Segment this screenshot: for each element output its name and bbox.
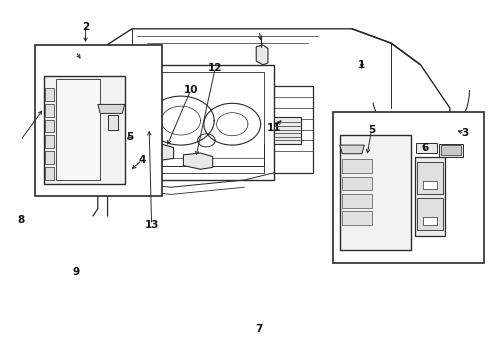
Bar [416,162,442,194]
Bar [107,115,118,130]
Bar [273,117,300,144]
Bar [415,143,436,153]
Bar [342,194,371,208]
Polygon shape [44,79,83,169]
Bar [45,135,54,148]
Bar [342,211,371,225]
Text: 10: 10 [183,85,198,95]
Bar [422,181,436,189]
Bar [44,76,124,184]
Text: 12: 12 [207,63,222,73]
Text: 5: 5 [126,132,133,142]
Bar [45,167,54,180]
Text: 13: 13 [144,220,159,230]
Text: 9: 9 [72,267,79,277]
Text: 11: 11 [266,123,281,133]
Text: 7: 7 [255,324,263,334]
Bar [339,135,410,250]
Bar [416,198,442,230]
Polygon shape [98,104,124,113]
Bar [332,112,483,263]
Polygon shape [183,153,212,169]
Bar [438,144,462,157]
Text: 6: 6 [421,143,428,153]
Bar [422,217,436,225]
Text: 1: 1 [358,60,365,70]
Text: 8: 8 [17,215,24,225]
Bar [45,104,54,117]
Polygon shape [144,110,159,130]
Bar [56,79,100,180]
Bar [137,110,160,130]
Bar [45,120,54,132]
Bar [74,69,91,75]
Text: 3: 3 [460,128,467,138]
Text: 4: 4 [138,155,145,165]
Bar [45,151,54,164]
Bar [342,159,371,173]
Bar [414,157,444,236]
Text: 2: 2 [82,22,89,32]
Text: 5: 5 [367,125,374,135]
Bar [35,45,162,196]
Polygon shape [256,45,267,65]
Bar [440,145,460,155]
Polygon shape [146,144,173,160]
Bar [342,177,371,190]
Polygon shape [339,145,364,154]
Bar [74,63,91,68]
Bar [73,62,92,76]
Bar [45,88,54,101]
